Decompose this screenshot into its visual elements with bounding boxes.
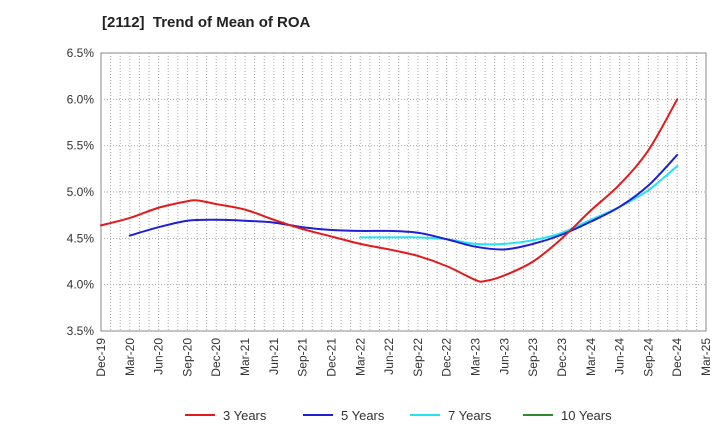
x-tick-label: Mar-20 — [123, 338, 137, 376]
x-tick-label: Sep-21 — [296, 338, 310, 377]
x-tick-label: Jun-21 — [267, 338, 281, 375]
x-tick-label: Jun-20 — [152, 338, 166, 375]
x-tick-label: Mar-24 — [584, 338, 598, 376]
series-line-3-years — [100, 98, 679, 283]
x-tick-label: Sep-23 — [526, 338, 540, 377]
legend: 3 Years 5 Years 7 Years 10 Years — [185, 408, 612, 423]
y-tick-label: 3.5% — [67, 324, 95, 338]
axes: 3.5% 4.0% 4.5% 5.0% 5.5% 6.0% 6.5% Dec-19 Mar-20… — [67, 46, 713, 377]
y-tick-label: 6.0% — [67, 92, 95, 106]
chart-title: [2112] Trend of Mean of ROA — [102, 14, 311, 31]
y-tick-label: 5.5% — [67, 139, 95, 153]
series-lines — [100, 98, 679, 283]
x-tick-label: Sep-24 — [641, 338, 655, 377]
legend-label: 7 Years — [448, 408, 492, 423]
x-tick-label: Mar-21 — [238, 338, 252, 376]
y-tick-label: 5.0% — [67, 185, 95, 199]
y-tick-label: 4.5% — [67, 231, 95, 245]
y-tick-label: 4.0% — [67, 278, 95, 292]
x-tick-label: Jun-24 — [613, 338, 627, 375]
x-tick-label: Sep-22 — [411, 338, 425, 377]
x-tick-label: Mar-25 — [699, 338, 713, 376]
x-tick-label: Dec-21 — [324, 338, 338, 377]
y-tick-label: 6.5% — [67, 46, 95, 60]
legend-label: 10 Years — [561, 408, 612, 423]
legend-label: 5 Years — [341, 408, 385, 423]
x-tick-label: Sep-20 — [180, 338, 194, 377]
legend-label: 3 Years — [223, 408, 267, 423]
x-tick-label: Dec-19 — [94, 338, 108, 377]
grid — [100, 52, 707, 332]
x-tick-label: Jun-22 — [382, 338, 396, 375]
x-tick-label: Dec-22 — [440, 338, 454, 377]
x-tick-label: Jun-23 — [497, 338, 511, 375]
x-tick-label: Dec-20 — [209, 338, 223, 377]
x-tick-label: Mar-23 — [469, 338, 483, 376]
x-tick-label: Mar-22 — [353, 338, 367, 376]
x-tick-label: Dec-24 — [670, 338, 684, 377]
series-line-5-years — [128, 153, 679, 251]
x-tick-label: Dec-23 — [555, 338, 569, 377]
